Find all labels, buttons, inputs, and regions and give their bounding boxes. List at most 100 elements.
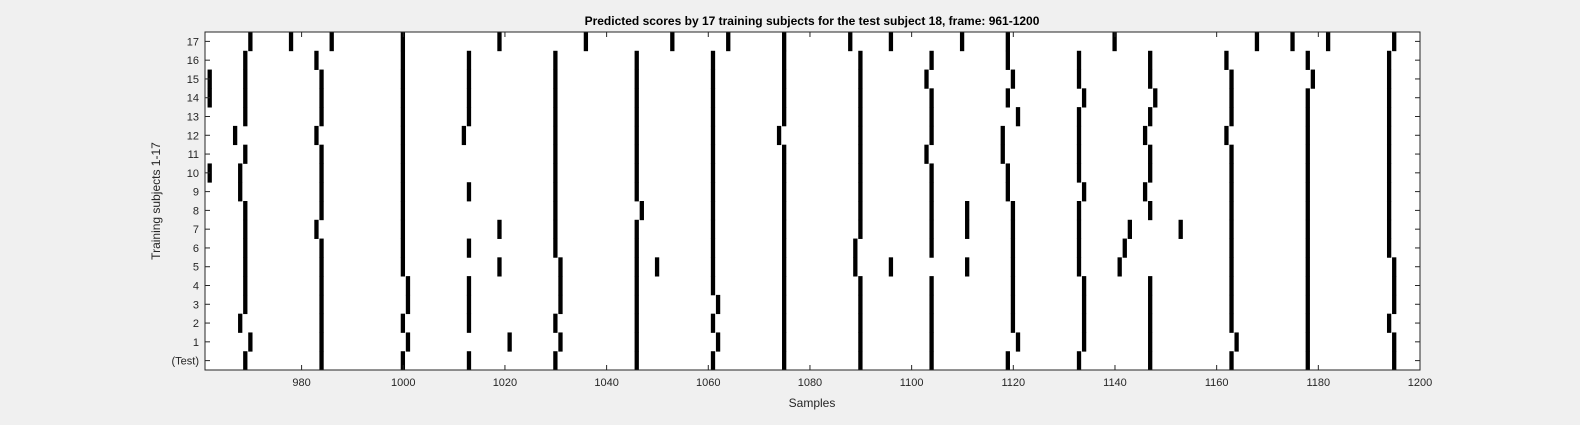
sample-mark <box>782 238 787 258</box>
y-tick-label: 2 <box>193 318 199 330</box>
sample-mark <box>1148 351 1153 371</box>
sample-mark <box>929 88 934 108</box>
sample-mark <box>782 88 787 108</box>
sample-mark <box>929 276 934 296</box>
x-tick-label: 1100 <box>900 377 924 389</box>
sample-mark <box>858 182 863 202</box>
sample-mark <box>634 332 639 352</box>
sample-mark <box>929 238 934 258</box>
sample-mark <box>1081 276 1087 296</box>
sample-mark <box>319 313 324 333</box>
sample-mark <box>1117 257 1122 277</box>
sample-mark <box>639 201 644 221</box>
sample-mark <box>1229 69 1234 89</box>
sample-mark <box>634 144 639 164</box>
sample-mark <box>1305 125 1310 146</box>
sample-mark <box>710 50 716 70</box>
sample-mark <box>858 50 863 70</box>
sample-mark <box>553 238 558 258</box>
y-tick-label: 12 <box>187 130 199 142</box>
x-tick-label: 1160 <box>1205 377 1229 389</box>
sample-mark <box>319 69 324 89</box>
sample-mark <box>1386 163 1392 183</box>
sample-mark <box>965 257 970 277</box>
sample-mark <box>1081 294 1087 315</box>
sample-mark <box>782 107 787 127</box>
plot-frame <box>204 31 1421 371</box>
y-axis-label: Training subjects 1-17 <box>149 142 163 260</box>
sample-mark <box>1229 294 1234 315</box>
sample-mark <box>858 351 863 371</box>
sample-mark <box>888 32 894 52</box>
sample-mark <box>1305 313 1310 333</box>
sample-mark <box>583 32 589 52</box>
sample-mark <box>634 313 639 333</box>
sample-mark <box>1229 219 1234 239</box>
sample-mark <box>1005 88 1010 108</box>
sample-mark <box>553 313 558 333</box>
sample-mark <box>710 107 716 127</box>
sample-mark <box>400 50 406 70</box>
sample-mark <box>782 32 787 52</box>
sample-mark <box>319 88 324 108</box>
sample-mark <box>1386 69 1392 89</box>
sample-mark <box>314 125 319 146</box>
sample-mark <box>1386 219 1392 239</box>
sample-mark <box>670 32 675 52</box>
sample-mark <box>1305 182 1310 202</box>
x-tick-label: 1000 <box>391 377 415 389</box>
sample-mark <box>238 313 243 333</box>
sample-mark <box>715 294 721 315</box>
sample-mark <box>929 163 934 183</box>
sample-mark <box>1076 351 1082 371</box>
y-tick-label: 8 <box>193 205 199 217</box>
sample-mark <box>466 313 472 333</box>
sample-mark <box>1305 219 1310 239</box>
x-tick-label: 1060 <box>696 377 720 389</box>
sample-mark <box>858 125 863 146</box>
sample-mark <box>710 182 716 202</box>
sample-mark <box>858 276 863 296</box>
sample-mark <box>1224 50 1229 70</box>
sample-mark <box>929 201 934 221</box>
sample-mark <box>1305 238 1310 258</box>
sample-mark <box>558 257 563 277</box>
sample-mark <box>1392 351 1397 371</box>
sample-mark <box>634 182 639 202</box>
sample-mark <box>466 276 472 296</box>
sample-mark <box>634 125 639 146</box>
sample-mark <box>1076 201 1082 221</box>
y-tick-label: 11 <box>188 149 199 161</box>
sample-mark <box>782 144 787 164</box>
sample-mark <box>243 238 248 258</box>
sample-mark <box>405 276 411 296</box>
sample-mark <box>634 351 639 371</box>
sample-mark <box>858 294 863 315</box>
sample-mark <box>1010 294 1016 315</box>
y-tick-label: 7 <box>193 224 199 236</box>
sample-mark <box>858 219 863 239</box>
sample-mark <box>1010 201 1016 221</box>
sample-mark <box>1076 163 1082 183</box>
sample-mark <box>929 107 934 127</box>
sample-mark <box>243 50 248 70</box>
sample-mark <box>466 50 472 70</box>
sample-mark <box>238 163 243 183</box>
sample-mark <box>1015 332 1021 352</box>
sample-mark <box>929 294 934 315</box>
sample-mark <box>319 107 324 127</box>
sample-mark <box>1310 69 1316 89</box>
sample-mark <box>1305 201 1310 221</box>
y-tick-label: 4 <box>193 281 199 293</box>
sample-mark <box>634 219 639 239</box>
sample-mark <box>1081 182 1087 202</box>
x-tick-label: 1020 <box>493 377 517 389</box>
sample-mark <box>1229 276 1234 296</box>
sample-mark <box>634 238 639 258</box>
plot-background <box>205 32 1420 370</box>
sample-mark <box>710 201 716 221</box>
sample-mark <box>1392 294 1397 315</box>
sample-mark <box>553 88 558 108</box>
x-tick-label: 1080 <box>798 377 822 389</box>
